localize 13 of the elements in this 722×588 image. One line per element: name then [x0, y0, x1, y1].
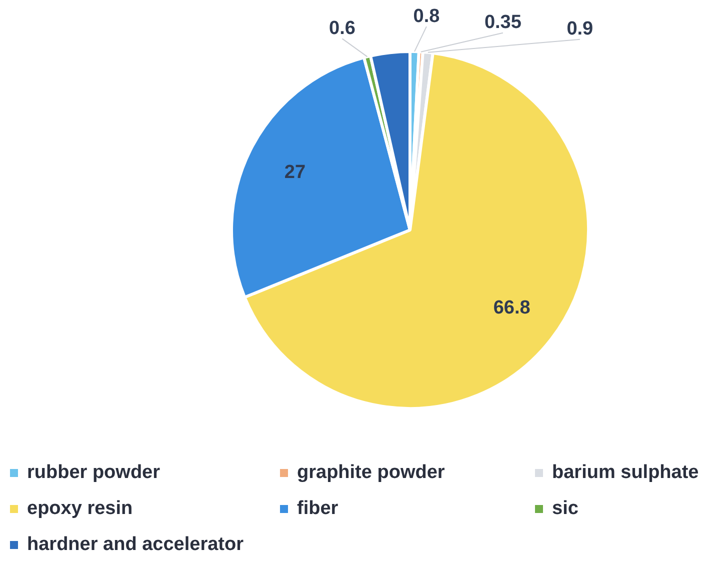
data-label: 0.9	[566, 18, 594, 40]
legend-label: graphite powder	[297, 462, 445, 484]
legend-label: epoxy resin	[27, 498, 133, 520]
legend-label: rubber powder	[27, 462, 160, 484]
legend-label: sic	[552, 498, 578, 520]
legend-label: fiber	[297, 498, 338, 520]
legend-label: hardner and accelerator	[27, 534, 244, 556]
data-label: 27	[284, 162, 306, 183]
data-label: 0.6	[329, 18, 356, 39]
data-label: 66.8	[493, 298, 530, 319]
legend-label: barium sulphate	[552, 462, 699, 484]
data-label: 0.35	[484, 12, 522, 34]
data-label: 0.8	[413, 6, 440, 27]
